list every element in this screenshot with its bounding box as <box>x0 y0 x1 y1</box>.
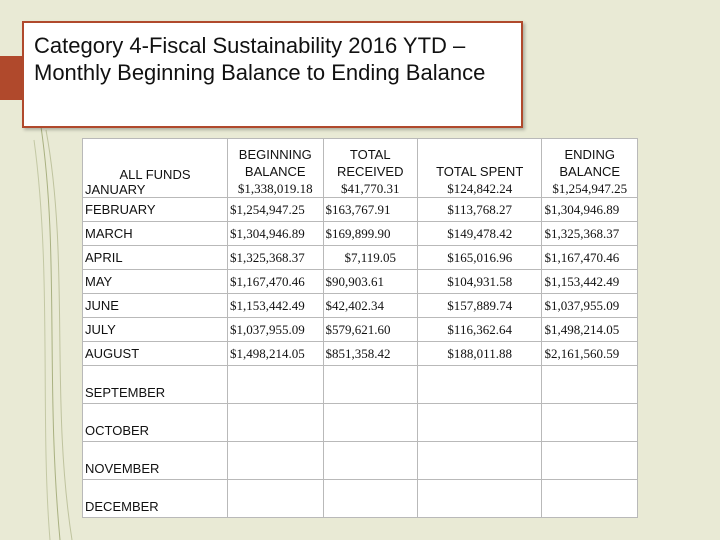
empty-cell <box>416 479 543 518</box>
accent-bar <box>0 56 22 100</box>
month-label: JULY <box>82 317 228 342</box>
empty-cell <box>541 479 638 518</box>
cell-received: $579,621.60 <box>322 317 418 342</box>
header-ending-line1: ENDING <box>564 147 615 162</box>
table-row: JULY $1,037,955.09 $579,621.60 $116,362.… <box>82 317 638 342</box>
month-label: FEBRUARY <box>82 197 228 222</box>
cell-received: $851,358.42 <box>322 341 418 366</box>
empty-cell <box>322 441 418 480</box>
month-label: OCTOBER <box>82 403 228 442</box>
table-row: DECEMBER <box>82 479 638 518</box>
cell-spent: $124,842.24 <box>447 181 513 196</box>
table-row: FEBRUARY $1,254,947.25 $163,767.91 $113,… <box>82 197 638 222</box>
table-row: SEPTEMBER <box>82 365 638 404</box>
cell-spent: $104,931.58 <box>416 269 543 294</box>
empty-cell <box>322 365 418 404</box>
cell-spent: $113,768.27 <box>416 197 543 222</box>
cell-beginning: $1,304,946.89 <box>227 221 324 246</box>
empty-cell <box>227 403 324 442</box>
empty-cell <box>227 479 324 518</box>
cell-ending: $1,254,947.25 <box>552 181 628 196</box>
table-row: APRIL $1,325,368.37 $7,119.05 $165,016.9… <box>82 245 638 270</box>
cell-spent: $116,362.64 <box>416 317 543 342</box>
table-row: JUNE $1,153,442.49 $42,402.34 $157,889.7… <box>82 293 638 318</box>
header-spent-label: TOTAL SPENT <box>436 164 524 179</box>
cell-received: $7,119.05 <box>322 245 418 270</box>
cell-ending: $1,304,946.89 <box>541 197 638 222</box>
empty-cell <box>416 365 543 404</box>
empty-cell <box>227 365 324 404</box>
month-label: SEPTEMBER <box>82 365 228 404</box>
cell-spent: $165,016.96 <box>416 245 543 270</box>
cell-received: $163,767.91 <box>322 197 418 222</box>
month-label: APRIL <box>82 245 228 270</box>
month-label: NOVEMBER <box>82 441 228 480</box>
title-box: Category 4-Fiscal Sustainability 2016 YT… <box>22 21 523 128</box>
month-label: JUNE <box>82 293 228 318</box>
month-label: MAY <box>82 269 228 294</box>
empty-cell <box>541 441 638 480</box>
header-beginning-line1: BEGINNING <box>238 147 312 162</box>
header-received-line1: TOTAL <box>349 147 391 162</box>
header-beginning-balance: BEGINNING BALANCE $1,338,019.18 <box>227 138 324 198</box>
header-month-cell: ALL FUNDS JANUARY <box>82 138 228 198</box>
empty-cell <box>541 365 638 404</box>
table-header-row: ALL FUNDS JANUARY BEGINNING BALANCE $1,3… <box>82 138 638 198</box>
balance-table: ALL FUNDS JANUARY BEGINNING BALANCE $1,3… <box>82 138 638 518</box>
all-funds-label: ALL FUNDS <box>119 167 191 182</box>
table-row: MAY $1,167,470.46 $90,903.61 $104,931.58… <box>82 269 638 294</box>
header-total-spent: TOTAL SPENT $124,842.24 <box>416 138 543 198</box>
cell-spent: $157,889.74 <box>416 293 543 318</box>
cell-ending: $1,498,214.05 <box>541 317 638 342</box>
empty-cell <box>322 479 418 518</box>
header-received-line2: RECEIVED <box>337 164 404 179</box>
table-row: MARCH $1,304,946.89 $169,899.90 $149,478… <box>82 221 638 246</box>
cell-received: $169,899.90 <box>322 221 418 246</box>
cell-beginning: $1,338,019.18 <box>237 181 313 196</box>
cell-received: $42,402.34 <box>322 293 418 318</box>
cell-ending: $1,167,470.46 <box>541 245 638 270</box>
cell-spent: $188,011.88 <box>416 341 543 366</box>
table-row: OCTOBER <box>82 403 638 442</box>
slide-title: Category 4-Fiscal Sustainability 2016 YT… <box>34 33 486 85</box>
month-label: AUGUST <box>82 341 228 366</box>
cell-beginning: $1,325,368.37 <box>227 245 324 270</box>
cell-ending: $1,325,368.37 <box>541 221 638 246</box>
table-row: NOVEMBER <box>82 441 638 480</box>
empty-cell <box>541 403 638 442</box>
month-label: MARCH <box>82 221 228 246</box>
cell-beginning: $1,037,955.09 <box>227 317 324 342</box>
cell-ending: $1,153,442.49 <box>541 269 638 294</box>
header-ending-line2: BALANCE <box>559 164 621 179</box>
cell-ending: $2,161,560.59 <box>541 341 638 366</box>
cell-received: $90,903.61 <box>322 269 418 294</box>
empty-cell <box>227 441 324 480</box>
cell-beginning: $1,153,442.49 <box>227 293 324 318</box>
empty-cell <box>416 403 543 442</box>
empty-cell <box>322 403 418 442</box>
cell-beginning: $1,254,947.25 <box>227 197 324 222</box>
month-label: DECEMBER <box>82 479 228 518</box>
cell-beginning: $1,167,470.46 <box>227 269 324 294</box>
empty-cell <box>416 441 543 480</box>
header-beginning-line2: BALANCE <box>244 164 306 179</box>
cell-ending: $1,037,955.09 <box>541 293 638 318</box>
cell-beginning: $1,498,214.05 <box>227 341 324 366</box>
header-total-received: TOTAL RECEIVED $41,770.31 <box>322 138 418 198</box>
cell-received: $41,770.31 <box>340 181 400 196</box>
month-label: JANUARY <box>85 182 146 197</box>
table-row: AUGUST $1,498,214.05 $851,358.42 $188,01… <box>82 341 638 366</box>
header-ending-balance: ENDING BALANCE $1,254,947.25 <box>541 138 638 198</box>
cell-spent: $149,478.42 <box>416 221 543 246</box>
